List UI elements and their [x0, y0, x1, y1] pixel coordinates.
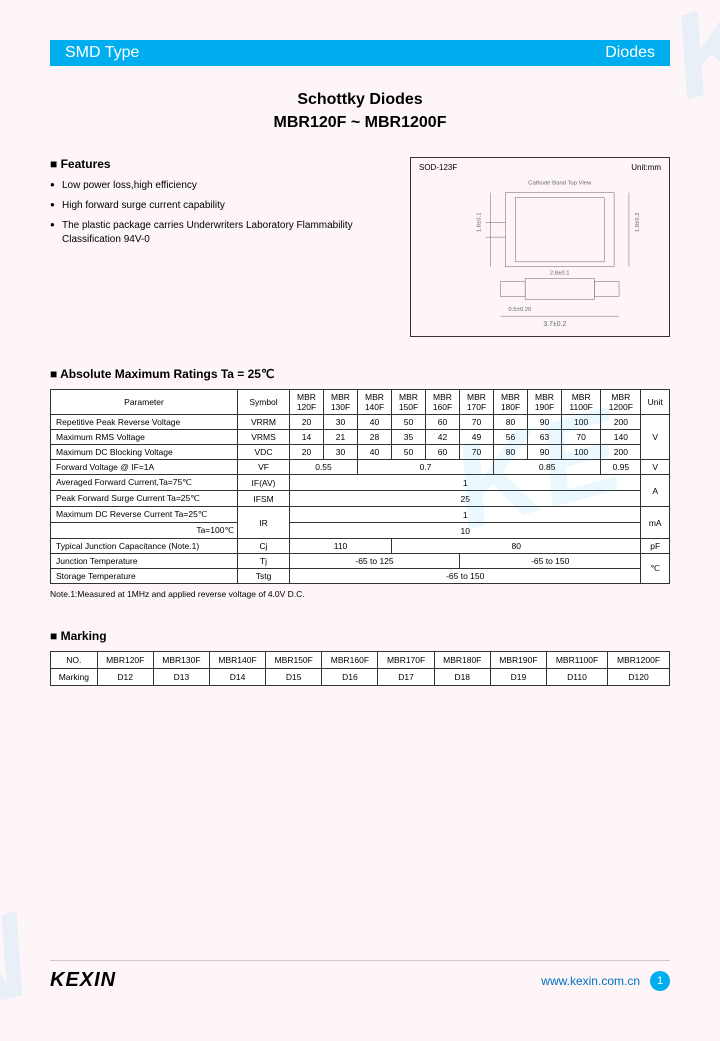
doc-subtitle: MBR120F ~ MBR1200F — [50, 114, 670, 132]
svg-text:0.5±0.20: 0.5±0.20 — [508, 307, 532, 313]
features-title: ■ Features — [50, 157, 390, 171]
doc-title: Schottky Diodes — [50, 91, 670, 109]
footer-url: www.kexin.com.cn — [541, 974, 640, 988]
feature-item: High forward surge current capability — [50, 199, 390, 213]
package-svg: 3.7±0.2 Cathode Band Top View 1.6±0.1 1.… — [416, 163, 664, 331]
ratings-title: ■ Absolute Maximum Ratings Ta = 25℃ — [50, 367, 670, 381]
footer: KEXIN www.kexin.com.cn 1 — [50, 960, 670, 992]
package-unit: Unit:mm — [631, 163, 661, 172]
marking-table: NO.MBR120FMBR130FMBR140FMBR150FMBR160FMB… — [50, 651, 670, 686]
header-left: SMD Type — [65, 44, 139, 62]
svg-text:3.7±0.2: 3.7±0.2 — [543, 321, 566, 328]
features-section: ■ Features Low power loss,high efficienc… — [50, 157, 390, 337]
ratings-note: Note.1:Measured at 1MHz and applied reve… — [50, 589, 670, 599]
svg-text:1.8±0.2: 1.8±0.2 — [635, 213, 641, 233]
header-bar: SMD Type Diodes — [50, 40, 670, 66]
package-name: SOD-123F — [419, 163, 457, 172]
svg-text:1.6±0.1: 1.6±0.1 — [477, 213, 483, 233]
svg-text:Cathode Band Top View: Cathode Band Top View — [528, 181, 592, 187]
feature-item: Low power loss,high efficiency — [50, 179, 390, 193]
header-right: Diodes — [605, 44, 655, 62]
package-diagram: SOD-123F Unit:mm 3.7±0.2 Cathode Band To… — [410, 157, 670, 337]
ratings-table: ParameterSymbolMBR120FMBR130FMBR140FMBR1… — [50, 389, 670, 584]
page-number: 1 — [650, 971, 670, 991]
features-list: Low power loss,high efficiency High forwa… — [50, 179, 390, 247]
marking-title: ■ Marking — [50, 629, 670, 643]
svg-text:2.8±0.1: 2.8±0.1 — [550, 271, 570, 277]
footer-logo: KEXIN — [50, 969, 116, 992]
feature-item: The plastic package carries Underwriters… — [50, 219, 390, 247]
